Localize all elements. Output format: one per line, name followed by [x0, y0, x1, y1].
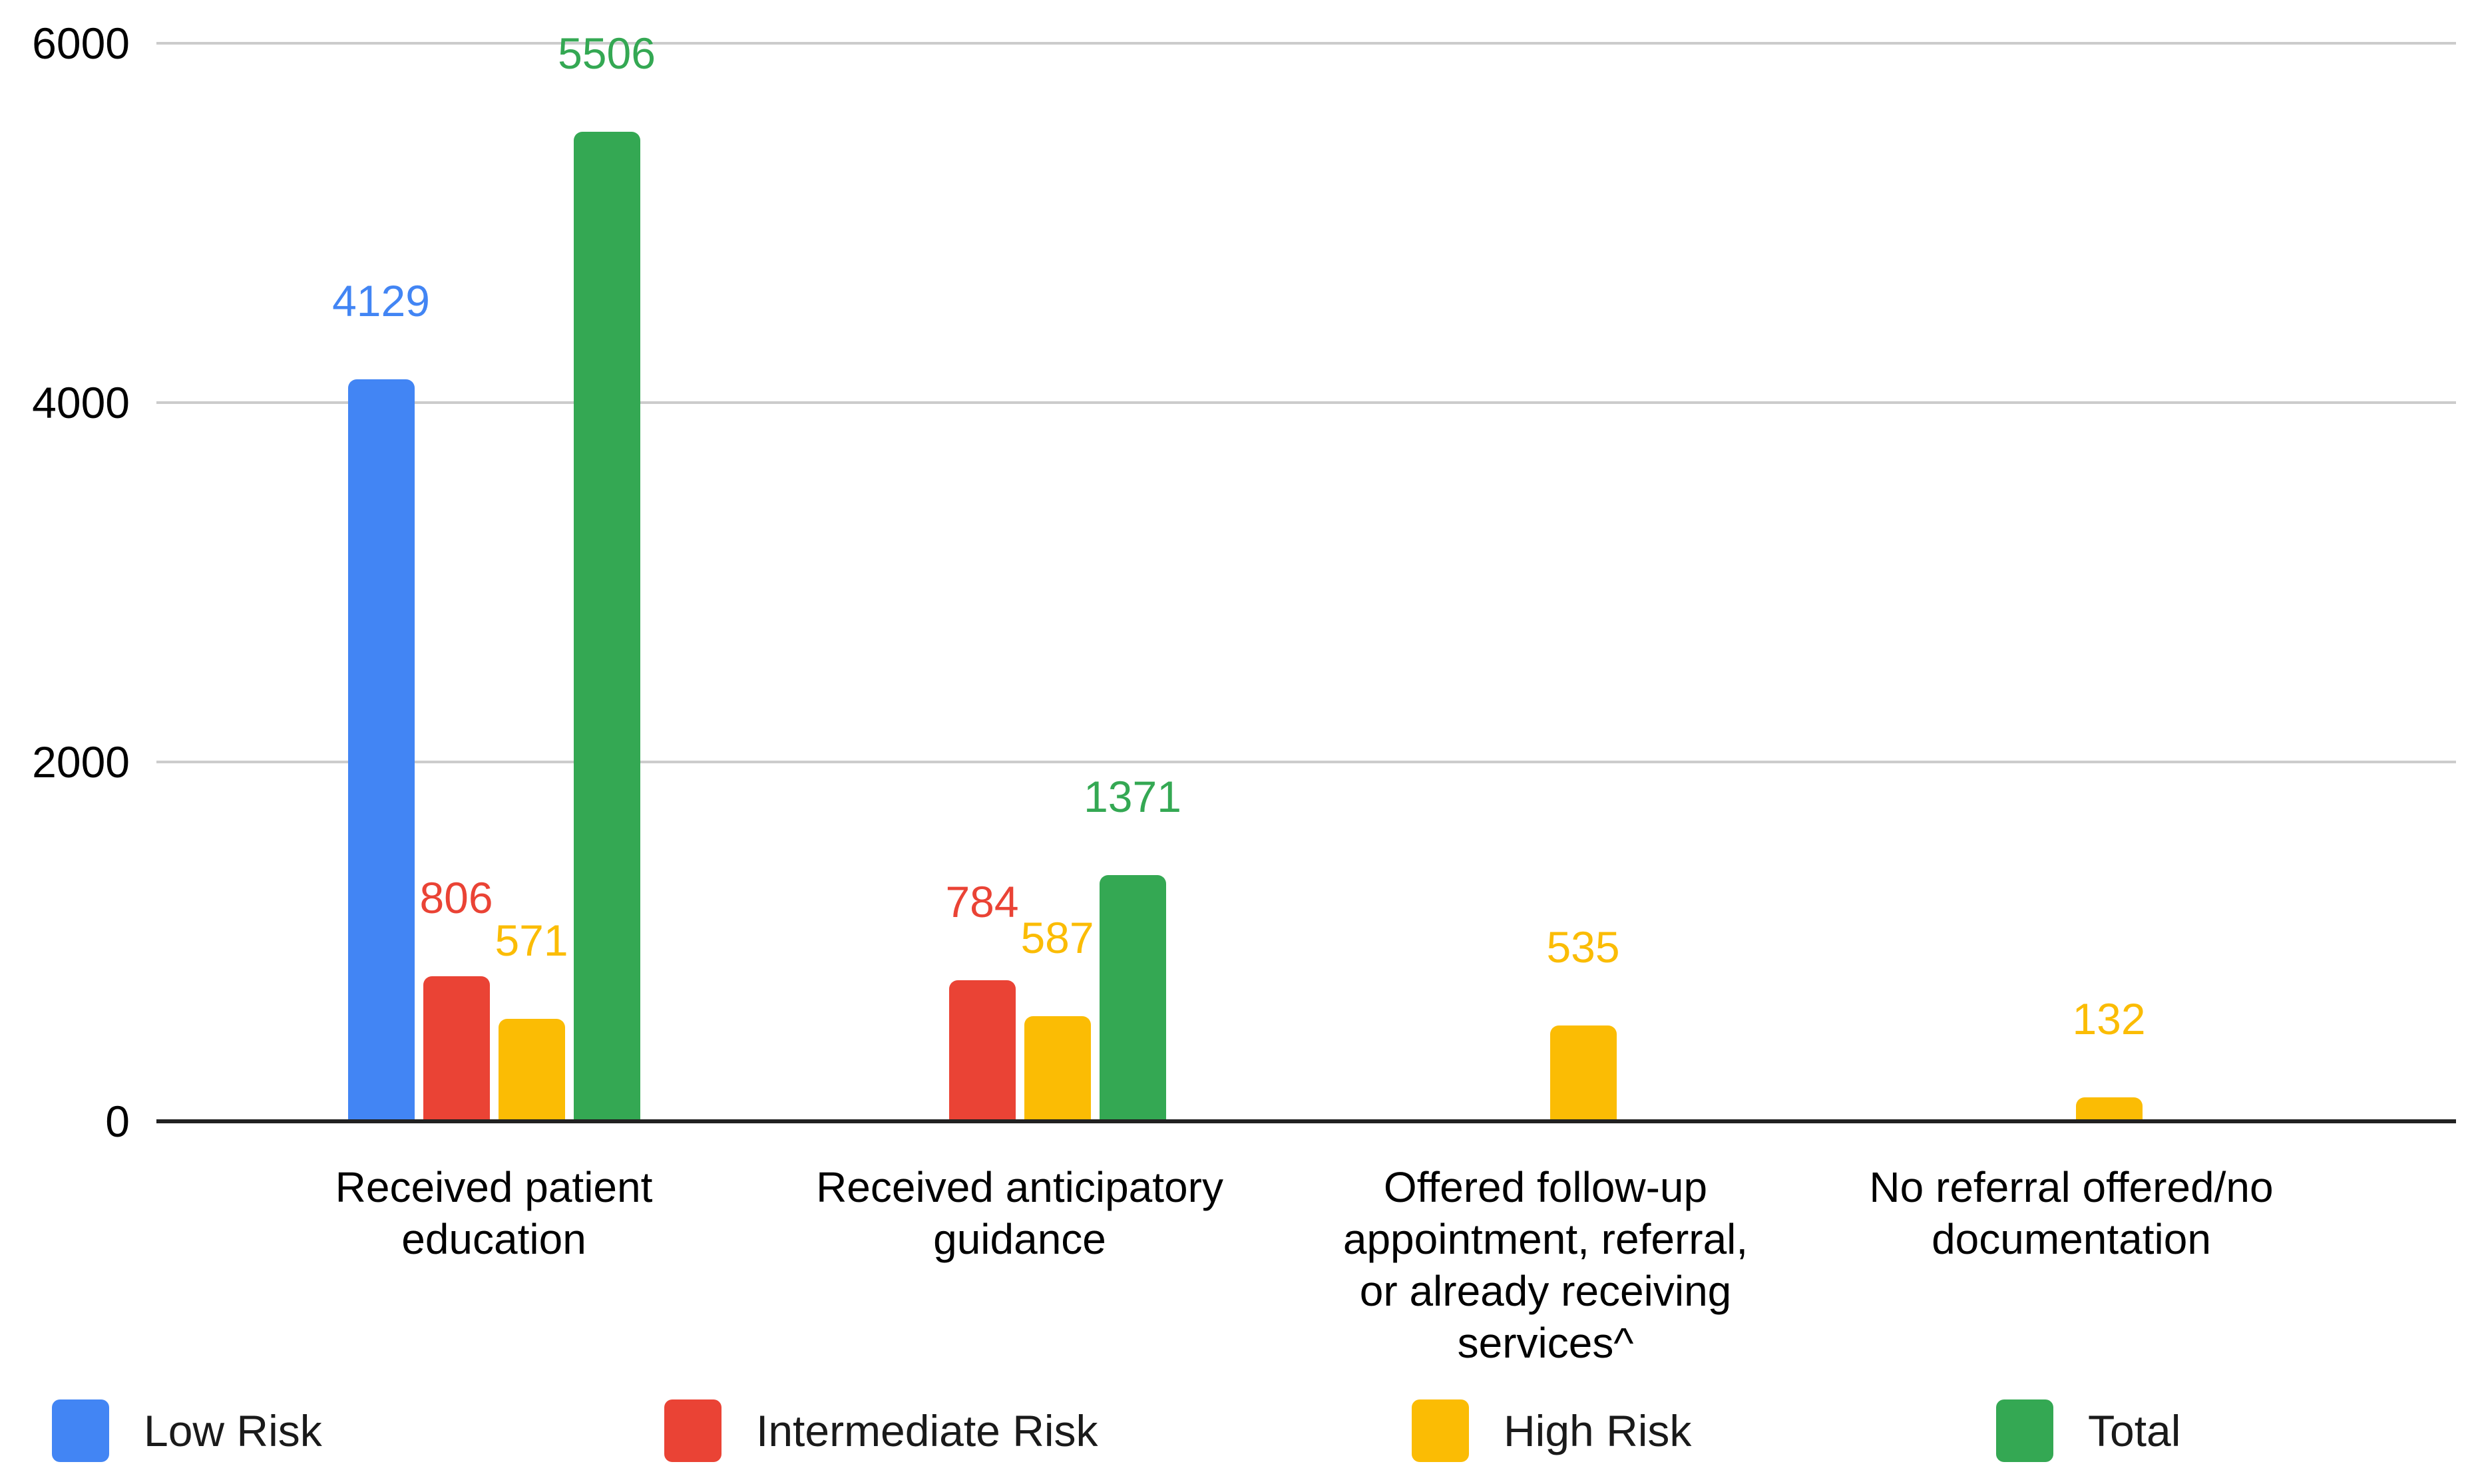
- bar-intermediate-risk-cat2[interactable]: [948, 980, 1016, 1121]
- gridline-2000: [156, 761, 2456, 763]
- bar-value-label: 784: [945, 877, 1019, 927]
- bar-total-cat1[interactable]: [573, 132, 640, 1121]
- legend-label: Total: [2088, 1406, 2181, 1455]
- legend-label: Intermediate Risk: [756, 1406, 1098, 1455]
- bar-value-label: 5506: [558, 29, 656, 79]
- legend-label: Low Risk: [144, 1406, 322, 1455]
- legend-label: High Risk: [1504, 1406, 1692, 1455]
- legend-swatch-icon: [1996, 1399, 2053, 1462]
- bar-high-risk-cat4[interactable]: [2075, 1097, 2143, 1121]
- bar-high-risk-cat1[interactable]: [498, 1018, 565, 1121]
- y-tick-label: 0: [105, 1097, 130, 1146]
- y-tick-label: 6000: [32, 19, 130, 68]
- category-label-3: Offered follow-up appointment, referral,…: [1342, 1163, 1749, 1367]
- bar-value-label: 571: [495, 915, 568, 965]
- y-tick-label: 2000: [32, 737, 130, 787]
- gridline-6000: [156, 42, 2456, 45]
- x-axis-baseline: [156, 1119, 2456, 1123]
- bar-value-label: 535: [1546, 922, 1620, 972]
- bar-high-risk-cat2[interactable]: [1024, 1016, 1091, 1121]
- bar-low-risk-cat1[interactable]: [347, 379, 415, 1121]
- y-tick-label: 4000: [32, 378, 130, 427]
- bar-value-label: 806: [419, 873, 493, 923]
- gridline-4000: [156, 401, 2456, 404]
- category-label-4: No referral offered/no documentation: [1869, 1163, 2274, 1263]
- category-label-1: Received patient education: [335, 1163, 653, 1263]
- category-label-2: Received anticipatory guidance: [816, 1163, 1223, 1263]
- bar-intermediate-risk-cat1[interactable]: [423, 976, 490, 1121]
- bar-value-label: 132: [2072, 994, 2146, 1044]
- legend-swatch-icon: [664, 1399, 721, 1462]
- legend-swatch-icon: [1412, 1399, 1469, 1462]
- bar-value-label: 4129: [332, 276, 430, 326]
- bar-value-label: 587: [1020, 912, 1094, 962]
- bar-value-label: 1371: [1084, 771, 1181, 821]
- bar-total-cat2[interactable]: [1099, 874, 1166, 1121]
- bar-high-risk-cat3[interactable]: [1549, 1025, 1617, 1121]
- legend-swatch-icon: [52, 1399, 109, 1462]
